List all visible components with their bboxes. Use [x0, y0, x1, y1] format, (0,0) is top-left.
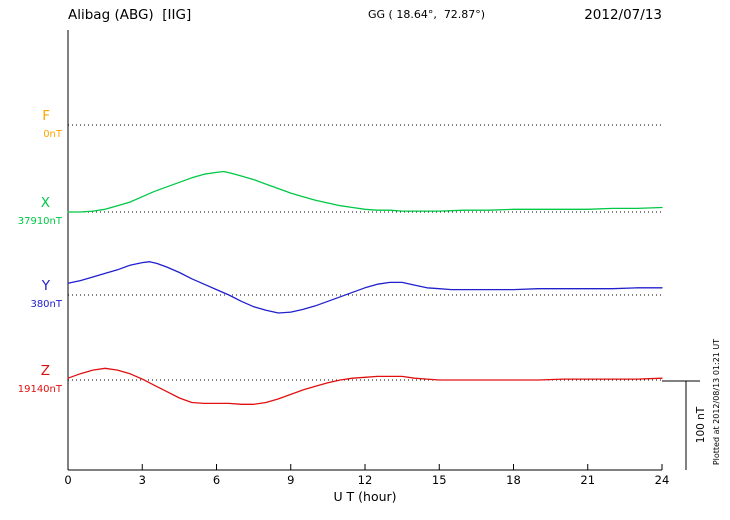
x-axis-ticks: 0 3 6 9 12 15 18 21 24	[64, 464, 669, 487]
x-tick-label: 18	[506, 473, 521, 487]
component-traces	[67, 170, 663, 405]
x-tick-label: 21	[580, 473, 595, 487]
x-tick-label: 3	[139, 473, 146, 487]
series-Z-trace	[67, 367, 663, 405]
series-F-baseline-value: 0nT	[43, 129, 63, 140]
x-tick-label: 6	[213, 473, 220, 487]
station-title: Alibag (ABG) [IIG]	[68, 7, 191, 23]
geographic-coords-label: GG ( 18.64°, 72.87°)	[368, 8, 485, 21]
date-label: 2012/07/13	[584, 7, 662, 23]
x-tick-label: 15	[432, 473, 447, 487]
series-X-trace	[67, 170, 663, 213]
x-axis-title: U T (hour)	[333, 489, 396, 504]
series-Z-baseline-value: 19140nT	[18, 384, 63, 395]
series-Y-label: Y	[41, 278, 51, 294]
component-labels: F 0nT X 37910nT Y 380nT Z 19140nT	[18, 108, 63, 395]
x-tick-label: 24	[655, 473, 670, 487]
series-X-label: X	[41, 195, 50, 211]
x-tick-label: 0	[64, 473, 71, 487]
series-F-label: F	[42, 108, 50, 124]
scale-bar-label: 100 nT	[695, 406, 707, 443]
x-tick-label: 12	[358, 473, 373, 487]
series-Y-trace	[67, 261, 663, 314]
plotted-at-label: Plotted at 2012/08/13 01:21 UT	[712, 339, 721, 465]
x-tick-label: 9	[287, 473, 294, 487]
series-X-baseline-value: 37910nT	[18, 216, 63, 227]
series-Y-baseline-value: 380nT	[30, 299, 62, 310]
series-Z-label: Z	[41, 363, 50, 379]
